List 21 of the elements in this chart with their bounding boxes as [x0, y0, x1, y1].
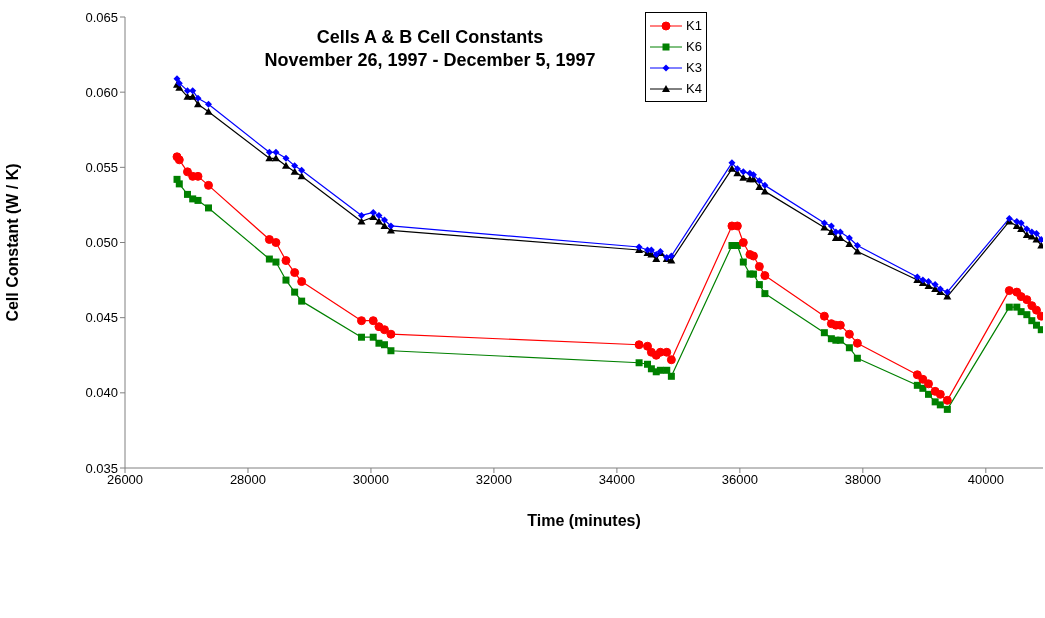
- x-tick-label: 28000: [229, 472, 267, 488]
- x-tick-label: 38000: [844, 472, 881, 488]
- text: Cells A & B Cell Constants: [316, 27, 544, 47]
- x-tick-label: 34000: [598, 472, 635, 488]
- legend-label: K1: [686, 18, 702, 33]
- y-tick-label: 0.045: [85, 310, 118, 326]
- x-tick-label: 40000: [967, 472, 1004, 488]
- y-tick-label: 0.065: [85, 9, 118, 25]
- x-tick-label: 32000: [475, 472, 512, 488]
- y-tick-label: 0.055: [85, 159, 118, 175]
- x-tick-label: 36000: [721, 472, 758, 488]
- y-axis-title: Cell Constant (W / K): [3, 163, 21, 322]
- x-axis-title: Time (minutes): [527, 512, 641, 529]
- y-tick-label: 0.040: [85, 385, 118, 401]
- y-tick-label: 0.050: [85, 235, 118, 251]
- y-tick-label: 0.060: [85, 84, 118, 100]
- legend-label: K3: [686, 60, 702, 75]
- text: November 26, 1997 - December 5, 1997: [264, 50, 596, 70]
- legend-label: K6: [686, 39, 702, 54]
- x-tick-label: 30000: [352, 472, 390, 488]
- legend-label: K4: [686, 81, 702, 96]
